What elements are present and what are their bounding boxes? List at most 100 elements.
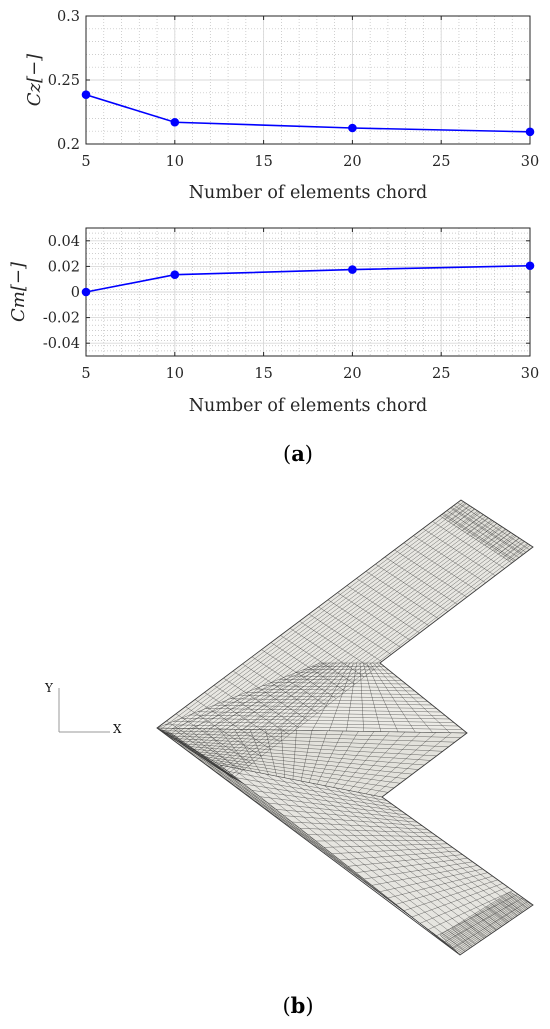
mesh-line [422, 924, 437, 937]
mesh-line [480, 526, 502, 543]
mesh-line [376, 662, 450, 733]
mesh-line [159, 501, 464, 731]
mesh-line [403, 879, 498, 911]
mesh-line [331, 847, 453, 854]
wing-mesh-clip [157, 500, 533, 955]
cz-grid [85, 15, 531, 145]
cz-y-axis-label: Cz[−] [24, 53, 45, 106]
mesh-line [486, 906, 509, 922]
mesh-line [366, 662, 399, 732]
mesh-line [323, 843, 448, 848]
mesh-view: Y X [44, 499, 534, 956]
mesh-line [411, 883, 503, 918]
mesh-line [157, 662, 321, 729]
mesh-line [275, 809, 418, 823]
mesh-line [215, 535, 517, 767]
cz-x-axis-label: Number of elements chord [189, 183, 428, 203]
cm-x-tick-label: 30 [521, 366, 539, 382]
y-axis-text: Y [44, 681, 54, 695]
mesh-line [346, 662, 357, 732]
mesh-line [343, 866, 373, 886]
mesh-line [347, 854, 463, 867]
mesh-line [157, 727, 221, 766]
mesh-line [274, 815, 317, 842]
mesh-line [176, 742, 237, 778]
mesh-line [474, 913, 497, 931]
mesh-line [183, 743, 431, 761]
panel-label-b: (b) [282, 993, 313, 1018]
mesh-line [215, 762, 389, 793]
cm-x-tick-label: 10 [166, 366, 184, 382]
mesh-line [203, 528, 506, 759]
cz-data-point [81, 90, 91, 100]
mesh-line [462, 514, 484, 531]
mesh-face-4 [157, 728, 467, 797]
mesh-line [333, 859, 365, 880]
mesh-line [188, 746, 425, 766]
mesh-line [329, 662, 354, 731]
mesh-line [191, 662, 327, 729]
cm-data-point [81, 287, 91, 297]
cm-y-tick-label: 0 [71, 285, 80, 301]
mesh-line [395, 875, 493, 905]
mesh-line [227, 771, 388, 801]
mesh-line [189, 519, 492, 750]
cm-x-tick-label: 20 [343, 366, 361, 382]
mesh-line [484, 529, 507, 546]
mesh-line [225, 778, 277, 810]
mesh-line [507, 543, 529, 561]
mesh-line [227, 543, 528, 775]
mesh-line [197, 525, 500, 756]
mesh-line [277, 662, 344, 731]
mesh-line [177, 512, 481, 742]
mesh-line [180, 743, 194, 750]
mesh-line [363, 881, 389, 899]
mesh-line [235, 777, 393, 805]
cm-data-point [348, 265, 357, 274]
cm-tick-labels: 5 10 15 20 25 30 -0.04 -0.02 0 0.02 0.04 [43, 234, 539, 382]
axis-triad: Y X [44, 681, 122, 736]
mesh-line [157, 727, 468, 734]
mesh-line [502, 540, 525, 558]
mesh-line [299, 828, 433, 834]
mesh-line [225, 662, 334, 730]
cz-tick-labels: 5 10 15 20 25 30 0.2 0.25 0.3 [48, 9, 540, 170]
mesh-line [355, 857, 468, 873]
cm-x-axis-label: Number of elements chord [189, 396, 428, 416]
mesh-line [498, 898, 521, 914]
mesh-line [200, 526, 503, 758]
mesh-line [165, 733, 455, 743]
mesh-line [224, 541, 525, 773]
mesh-line [208, 662, 331, 730]
mesh-line [294, 830, 333, 854]
mesh-line [315, 839, 443, 842]
cz-x-tick-label: 10 [166, 154, 184, 170]
cz-x-tick-label: 30 [521, 154, 539, 170]
mesh-line [260, 662, 341, 730]
mesh-line [363, 861, 473, 880]
mesh-line [179, 740, 437, 757]
mesh-line [307, 834, 438, 837]
mesh-line [379, 868, 483, 892]
mesh-line [314, 844, 349, 867]
cz-y-tick-label: 0.3 [57, 9, 80, 25]
mesh-line [291, 821, 428, 830]
mesh-face-5 [220, 765, 533, 955]
mesh-line [498, 538, 520, 555]
cm-data-point [525, 261, 535, 271]
mesh-line [206, 764, 261, 797]
mesh-line [475, 523, 498, 540]
cm-y-tick-label: 0.02 [48, 259, 80, 275]
mesh-line [180, 514, 484, 744]
mesh-line [371, 865, 478, 886]
mesh-line [294, 662, 347, 731]
mesh-line [383, 895, 405, 911]
mesh-line [242, 662, 337, 730]
mesh-line [373, 662, 433, 733]
mesh-line [170, 735, 449, 747]
cz-series-points [81, 90, 535, 137]
cz-x-tick-label: 5 [81, 154, 90, 170]
mesh-line [191, 521, 495, 752]
mesh-line [283, 815, 423, 827]
